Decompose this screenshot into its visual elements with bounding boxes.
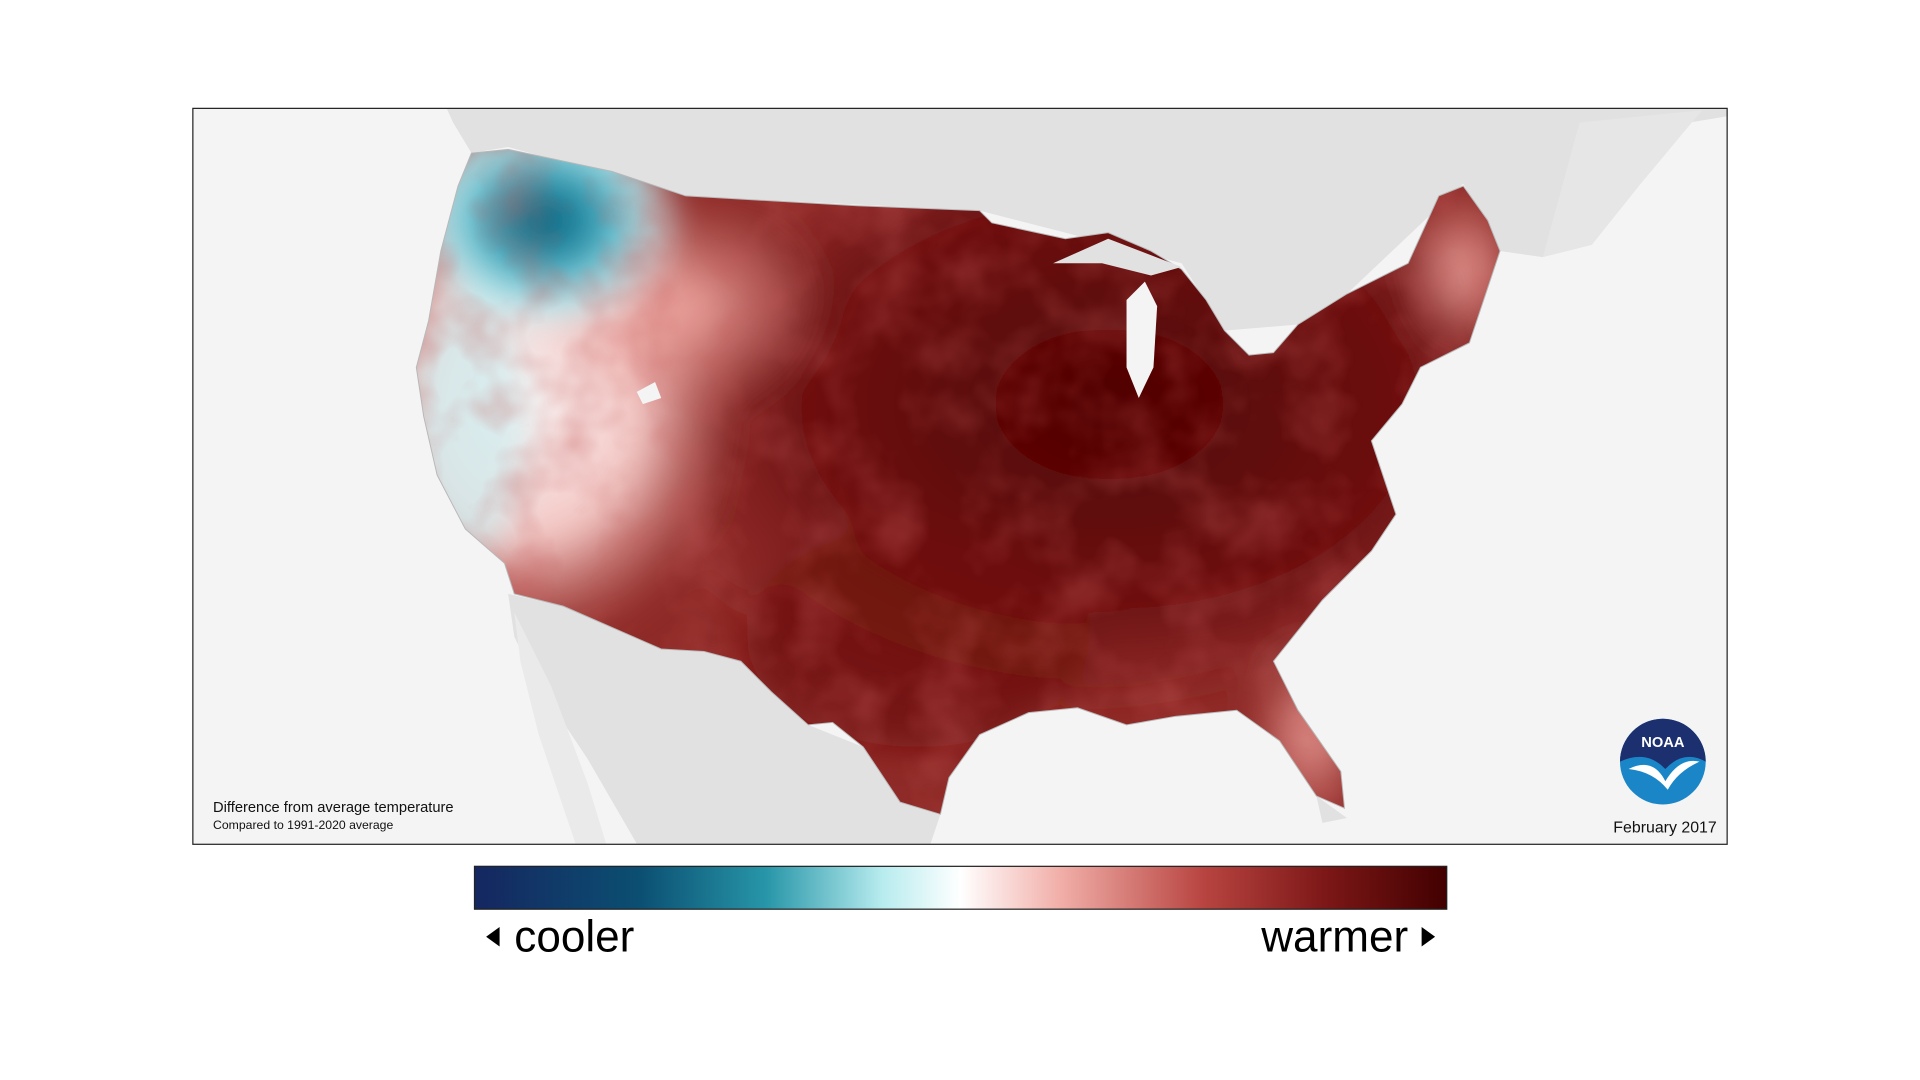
- lake-michigan: [1126, 281, 1158, 398]
- map-area: Difference from average temperature Comp…: [193, 108, 1727, 844]
- baja-california: [514, 612, 607, 844]
- caption-title: Difference from average temperature: [213, 800, 454, 816]
- map-date: February 2017: [1613, 820, 1717, 837]
- lake-superior: [1053, 238, 1182, 276]
- warmer-arrow: [1421, 926, 1436, 947]
- logo-text: NOAA: [1641, 735, 1685, 751]
- mexico-land: [508, 593, 941, 844]
- canada-land: [446, 108, 1727, 331]
- legend-low-label: cooler: [514, 912, 634, 961]
- logo-top: [1620, 718, 1706, 769]
- legend-high-label: warmer: [1260, 912, 1408, 961]
- cuba-hint: [1316, 795, 1347, 823]
- map-frame: [192, 107, 1728, 845]
- great-salt-lake: [636, 382, 662, 405]
- canada-islands: [1542, 110, 1703, 258]
- cooler-arrow: [486, 926, 500, 947]
- caption-subtitle: Compared to 1991-2020 average: [213, 818, 393, 832]
- color-legend: cooler warmer: [473, 865, 1448, 961]
- logo-gull: [1628, 760, 1700, 790]
- legend-bar: [473, 865, 1448, 910]
- noaa-logo: NOAA: [1620, 718, 1706, 805]
